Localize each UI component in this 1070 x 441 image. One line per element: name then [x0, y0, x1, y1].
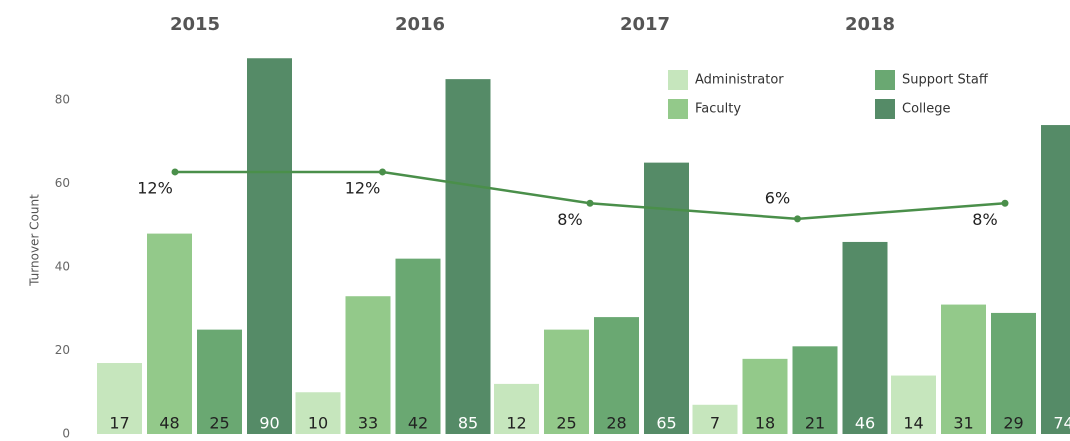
rate-label: 8%: [557, 210, 582, 229]
bar-value-label: 90: [259, 414, 279, 433]
bar-value-label: 25: [209, 414, 229, 433]
bar-value-label: 74: [1053, 414, 1070, 433]
bar-value-label: 31: [953, 414, 973, 433]
bar-value-label: 18: [755, 414, 775, 433]
y-tick-label: 40: [55, 260, 70, 274]
year-label: 2015: [170, 14, 220, 35]
legend-label: College: [902, 102, 951, 117]
bar-value-label: 21: [805, 414, 825, 433]
bar-value-label: 33: [358, 414, 378, 433]
rate-point: [171, 168, 179, 176]
bar: [891, 375, 936, 434]
y-tick-label: 20: [55, 343, 70, 357]
bar: [97, 363, 142, 434]
bar-value-label: 42: [408, 414, 428, 433]
rate-label: 12%: [345, 178, 381, 197]
legend-label: Support Staff: [902, 73, 989, 88]
rate-line: [175, 170, 1006, 221]
bar: [594, 317, 639, 434]
bar: [742, 358, 788, 434]
y-tick-label: 60: [55, 176, 70, 190]
bar: [842, 241, 888, 434]
bar: [692, 404, 738, 434]
rate-point: [794, 215, 801, 223]
bar-value-label: 65: [656, 414, 676, 433]
bar: [792, 346, 838, 434]
bar: [941, 304, 986, 434]
bar-value-label: 25: [556, 414, 576, 433]
bar: [1041, 125, 1070, 435]
y-axis-label: Turnover Count: [28, 194, 42, 287]
year-label: 2018: [845, 14, 895, 35]
legend-swatch: [875, 70, 895, 90]
legend-label: Administrator: [695, 73, 784, 88]
rate-label: 8%: [972, 210, 997, 229]
bar: [445, 79, 491, 434]
bar-value-label: 7: [710, 414, 720, 433]
bar-value-label: 10: [308, 414, 328, 433]
y-tick-label: 80: [55, 93, 70, 107]
y-tick-label: 0: [62, 427, 70, 441]
bar-value-label: 14: [903, 414, 923, 433]
bar: [247, 58, 292, 434]
bar: [544, 329, 589, 434]
bar: [147, 233, 192, 434]
bar-value-label: 28: [606, 414, 626, 433]
bar-value-label: 48: [159, 414, 179, 433]
legend-swatch: [668, 70, 688, 90]
bar-value-label: 17: [109, 414, 129, 433]
bar: [991, 312, 1036, 434]
legend-swatch: [875, 99, 895, 119]
bar: [644, 162, 689, 434]
bar: [295, 392, 341, 434]
legend-label: Faculty: [695, 102, 741, 117]
legend-swatch: [668, 99, 688, 119]
bar: [345, 296, 391, 434]
rate-point: [1001, 199, 1009, 207]
bar: [197, 329, 242, 434]
bar-value-label: 46: [855, 414, 875, 433]
year-label: 2017: [620, 14, 670, 35]
rate-label: 12%: [137, 178, 173, 197]
year-label: 2016: [395, 14, 445, 35]
bar-value-label: 85: [458, 414, 478, 433]
bar-value-label: 29: [1003, 414, 1023, 433]
bar: [494, 383, 539, 434]
rate-point: [379, 168, 386, 176]
rate-point: [586, 199, 594, 207]
bar: [395, 258, 441, 434]
bar-value-label: 12: [506, 414, 526, 433]
rate-label: 6%: [765, 188, 790, 207]
